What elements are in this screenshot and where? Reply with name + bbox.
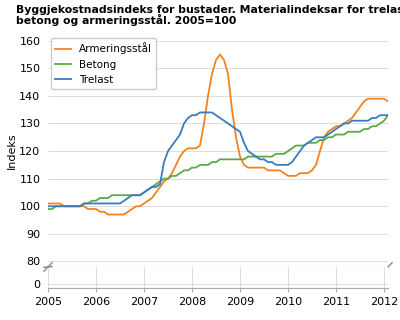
Armeringsstål [82, 204, 86, 208]
Betong [210, 160, 214, 164]
Trelast [214, 113, 218, 117]
Armeringsstål [218, 52, 222, 56]
Trelast [198, 110, 202, 114]
Trelast [82, 202, 86, 205]
Armeringsstål [62, 204, 66, 208]
Betong [62, 204, 66, 208]
Betong [46, 207, 50, 211]
Betong [54, 204, 58, 208]
Legend: Armeringsstål, Betong, Trelast: Armeringsstål, Betong, Trelast [51, 38, 156, 89]
Y-axis label: Indeks: Indeks [6, 133, 16, 169]
Betong [306, 141, 310, 145]
Trelast [54, 204, 58, 208]
Trelast [46, 204, 50, 208]
Armeringsstål [46, 202, 50, 205]
Trelast [310, 138, 314, 142]
Text: Byggjekostnadsindeks for bustader. Materialindeksar for trelast,: Byggjekostnadsindeks for bustader. Mater… [16, 5, 400, 15]
Armeringsstål [106, 212, 110, 216]
Armeringsstål [386, 100, 390, 103]
Trelast [386, 113, 390, 117]
Trelast [338, 124, 342, 128]
Trelast [62, 204, 66, 208]
Armeringsstål [214, 58, 218, 62]
Betong [82, 202, 86, 205]
Line: Betong: Betong [48, 115, 388, 209]
Betong [334, 132, 338, 136]
Betong [386, 113, 390, 117]
Line: Armeringsstål: Armeringsstål [48, 54, 388, 214]
Line: Trelast: Trelast [48, 112, 388, 206]
Armeringsstål [314, 163, 318, 167]
Armeringsstål [342, 122, 346, 125]
Text: betong og armeringsstål. 2005=100: betong og armeringsstål. 2005=100 [16, 14, 236, 27]
Armeringsstål [54, 202, 58, 205]
